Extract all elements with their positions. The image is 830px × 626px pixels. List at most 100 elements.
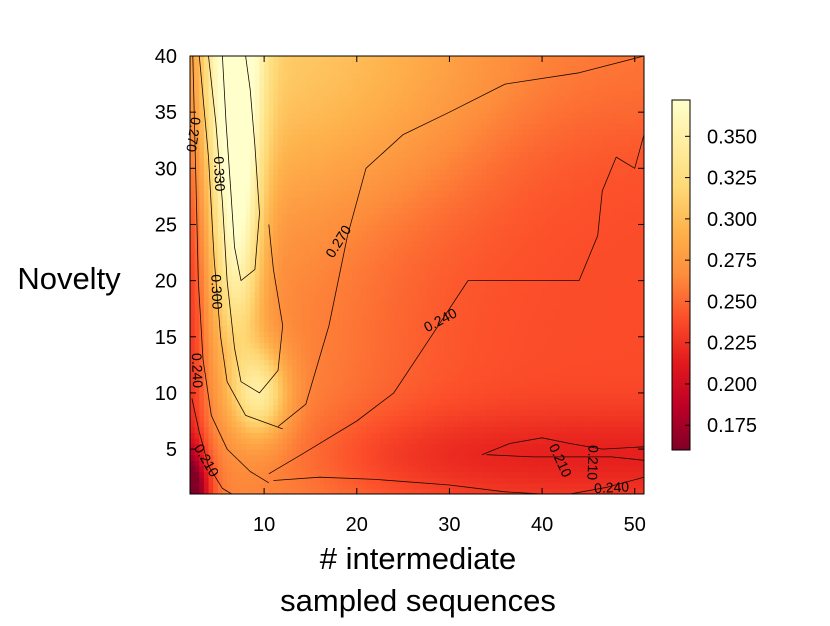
heatmap-cell — [403, 353, 409, 360]
heatmap-cell — [440, 162, 446, 169]
heatmap-cell — [259, 140, 265, 147]
heatmap-cell — [472, 426, 478, 433]
heatmap-cell — [310, 241, 316, 248]
heatmap-cell — [213, 353, 219, 360]
heatmap-cell — [366, 460, 372, 467]
heatmap-cell — [236, 465, 242, 473]
heatmap-cell — [412, 117, 418, 124]
heatmap-cell — [412, 100, 418, 108]
heatmap-cell — [254, 286, 261, 293]
heatmap-cell — [426, 415, 432, 422]
heatmap-cell — [328, 443, 335, 450]
heatmap-cell — [356, 252, 363, 259]
heatmap-cell — [435, 381, 441, 388]
heatmap-cell — [389, 454, 395, 461]
heatmap-cell — [449, 291, 455, 299]
heatmap-cell — [268, 218, 274, 226]
heatmap-cell — [352, 286, 358, 293]
heatmap-cell — [375, 258, 381, 265]
heatmap-cell — [310, 117, 316, 124]
heatmap-cell — [319, 392, 325, 400]
heatmap-cell — [412, 145, 418, 153]
heatmap-cell — [412, 157, 418, 164]
heatmap-cell — [347, 168, 353, 175]
heatmap-cells — [190, 56, 644, 494]
heatmap-cell — [208, 465, 214, 473]
heatmap-cell — [366, 56, 372, 63]
heatmap-cell — [379, 421, 386, 428]
heatmap-cell — [301, 488, 307, 494]
heatmap-cell — [231, 258, 237, 265]
heatmap-cell — [454, 224, 460, 231]
heatmap-cell — [481, 185, 488, 192]
heatmap-cell — [417, 398, 423, 405]
heatmap-cell — [227, 348, 233, 355]
heatmap-cell — [278, 280, 284, 287]
heatmap-cell — [472, 213, 478, 220]
heatmap-cell — [389, 359, 395, 366]
heatmap-cell — [379, 235, 386, 242]
heatmap-cell — [203, 185, 210, 192]
heatmap-cell — [356, 89, 363, 96]
heatmap-cell — [301, 409, 307, 416]
heatmap-cell — [421, 190, 427, 197]
heatmap-cell — [421, 89, 427, 96]
heatmap-cell — [333, 224, 339, 231]
heatmap-cell — [194, 291, 200, 299]
heatmap-cell — [384, 286, 390, 293]
heatmap-cell — [338, 415, 344, 422]
heatmap-cell — [264, 297, 270, 304]
heatmap-cell — [278, 319, 284, 327]
heatmap-cell — [236, 454, 242, 461]
heatmap-cell — [194, 303, 200, 310]
heatmap-cell — [481, 353, 488, 360]
heatmap-cell — [444, 437, 451, 445]
heatmap-cell — [296, 421, 302, 428]
heatmap-cell — [273, 151, 279, 158]
heatmap-cell — [236, 78, 242, 85]
heatmap-cell — [301, 342, 307, 349]
heatmap-cell — [217, 95, 224, 102]
heatmap-cell — [227, 258, 233, 265]
heatmap-cell — [417, 213, 423, 220]
heatmap-cell — [444, 376, 451, 383]
heatmap-cell — [328, 460, 335, 467]
heatmap-cell — [384, 465, 390, 473]
heatmap-cell — [403, 303, 409, 310]
heatmap-cell — [217, 72, 224, 80]
heatmap-cell — [426, 426, 432, 433]
heatmap-cell — [481, 443, 488, 450]
heatmap-cell — [361, 151, 367, 158]
heatmap-cell — [254, 168, 261, 175]
heatmap-cell — [375, 482, 381, 489]
heatmap-cell — [319, 134, 325, 141]
heatmap-cell — [463, 168, 469, 175]
heatmap-cell — [324, 235, 330, 242]
heatmap-cell — [356, 61, 363, 68]
heatmap-cell — [291, 213, 298, 220]
heatmap-cell — [213, 364, 219, 372]
heatmap-cell — [208, 246, 214, 254]
heatmap-cell — [342, 421, 349, 428]
heatmap-cell — [421, 297, 427, 304]
heatmap-cell — [407, 207, 413, 214]
heatmap-cell — [389, 72, 395, 80]
heatmap-cell — [236, 179, 242, 186]
heatmap-cell — [301, 213, 307, 220]
heatmap-cell — [254, 140, 261, 147]
heatmap-cell — [430, 319, 437, 327]
heatmap-cell — [342, 173, 349, 181]
heatmap-cell — [477, 100, 483, 108]
heatmap-cell — [407, 409, 413, 416]
heatmap-cell — [454, 162, 460, 169]
heatmap-cell — [342, 348, 349, 355]
heatmap-cell — [338, 72, 344, 80]
heatmap-cell — [231, 173, 237, 181]
heatmap-cell — [227, 415, 233, 422]
heatmap-cell — [417, 381, 423, 388]
heatmap-cell — [361, 173, 367, 181]
heatmap-cell — [384, 196, 390, 203]
heatmap-cell — [375, 95, 381, 102]
heatmap-cell — [403, 207, 409, 214]
heatmap-cell — [217, 353, 224, 360]
